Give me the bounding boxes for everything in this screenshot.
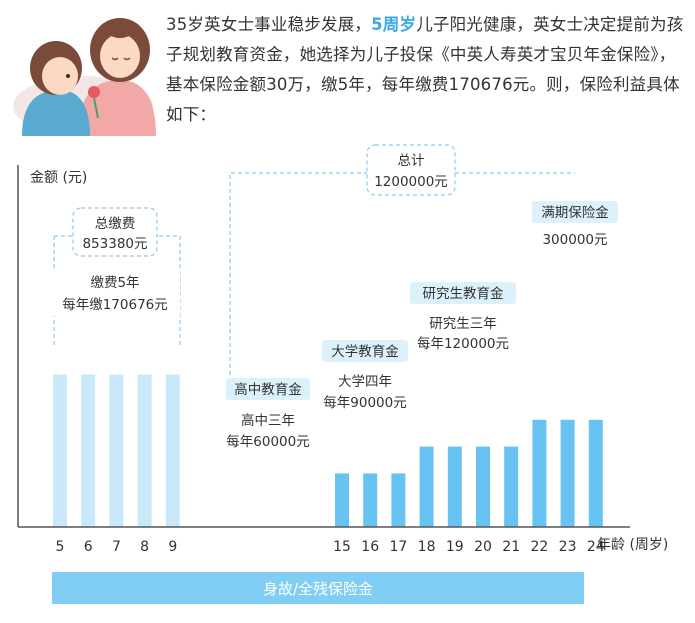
premium-years-label: 缴费5年 [90, 275, 139, 291]
x-tick-23: 23 [559, 539, 577, 555]
bar-age-16 [363, 473, 378, 527]
bar-age-24 [588, 419, 603, 527]
death-disability-banner [52, 572, 584, 604]
x-tick-17: 17 [389, 539, 407, 555]
x-tick-18: 18 [418, 539, 436, 555]
x-tick-19: 19 [446, 539, 464, 555]
intro-paragraph: 35岁英女士事业稳步发展，5周岁儿子阳光健康，英女士决定提前为孩子规划教育资金，… [166, 10, 686, 130]
death-disability-banner-text: 身故/全残保险金 [263, 580, 373, 598]
bar-age-7 [109, 374, 124, 527]
bars-group [53, 374, 603, 527]
intro-highlight: 5周岁 [371, 15, 417, 34]
bar-age-19 [447, 446, 462, 527]
maturity-amount: 300000元 [542, 232, 607, 248]
mother-and-child-illustration [13, 18, 156, 136]
high-school-tag [226, 378, 310, 400]
premium-total-box [72, 207, 158, 257]
bar-age-15 [335, 473, 349, 527]
benefit-total-title: 总计 [398, 153, 425, 169]
graduate-tag-text: 研究生教育金 [423, 286, 504, 302]
high-school-years: 高中三年 [241, 412, 295, 429]
bar-age-6 [81, 374, 96, 527]
x-tick-21: 21 [502, 539, 520, 555]
x-tick-6: 6 [84, 539, 93, 555]
university-tag-text: 大学教育金 [331, 344, 399, 360]
intro-text-2: 儿子阳光健康，英女士决定提前为孩子规划教育资金，她选择为儿子投保《中英人寿英才宝… [166, 15, 684, 124]
x-tick-15: 15 [333, 539, 351, 555]
x-tick-22: 22 [530, 539, 548, 555]
graduate-annual: 每年120000元 [417, 336, 509, 352]
x-tick-8: 8 [140, 539, 149, 555]
high-school-tag-text: 高中教育金 [234, 381, 302, 398]
bar-age-23 [560, 419, 575, 527]
x-axis-label: 年龄 (周岁) [597, 537, 668, 553]
bar-age-17 [391, 473, 406, 527]
maturity-tag-text: 满期保险金 [541, 205, 609, 221]
maturity-tag [532, 201, 618, 223]
x-tick-labels: 567891516171819202122232430 [56, 539, 605, 555]
y-axis-label: 金额 (元) [30, 170, 87, 186]
x-tick-9: 9 [168, 539, 177, 555]
x-tick-5: 5 [56, 539, 65, 555]
bar-age-5 [53, 374, 67, 527]
bar-age-21 [504, 446, 519, 527]
intro-text-1: 35岁英女士事业稳步发展， [166, 15, 372, 34]
high-school-annual: 每年60000元 [226, 434, 309, 450]
benefit-total-amount: 1200000元 [374, 174, 448, 190]
bar-age-8 [137, 374, 152, 527]
university-years: 大学四年 [338, 374, 392, 390]
premium-total-title: 总缴费 [95, 216, 136, 232]
x-tick-20: 20 [474, 539, 492, 555]
premium-total-amount: 853380元 [82, 236, 147, 252]
x-tick-24: 24 [587, 539, 605, 555]
bar-age-20 [476, 446, 490, 527]
x-tick-7: 7 [112, 539, 121, 555]
bar-age-18 [419, 446, 434, 527]
graduate-tag [410, 282, 516, 304]
benefit-total-box [366, 144, 456, 196]
university-tag [322, 340, 408, 362]
bar-age-9 [165, 374, 180, 527]
university-annual: 每年90000元 [323, 395, 406, 411]
premium-annual-label: 每年缴170676元 [62, 297, 168, 313]
bar-age-22 [532, 419, 547, 527]
x-tick-16: 16 [361, 539, 379, 555]
graduate-years: 研究生三年 [429, 316, 497, 332]
